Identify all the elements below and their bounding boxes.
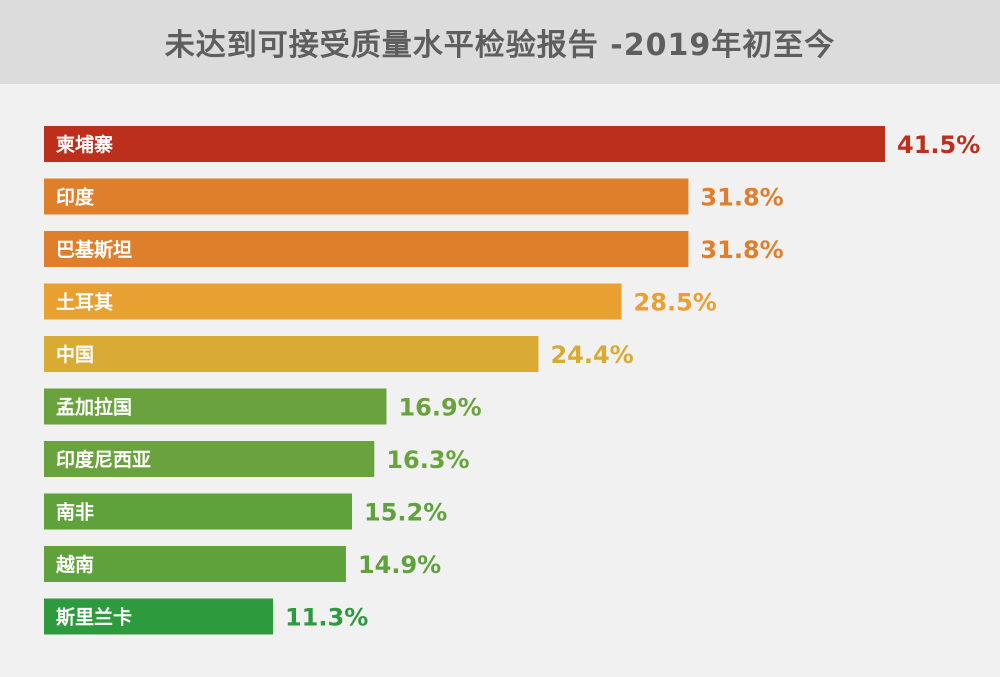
- bar-row: 孟加拉国 16.9%: [44, 388, 482, 425]
- value-label: 14.9%: [358, 551, 441, 579]
- category-label: 柬埔寨: [56, 133, 113, 156]
- value-label: 15.2%: [364, 499, 447, 527]
- value-label: 11.3%: [285, 604, 368, 632]
- bar-row: 巴基斯坦 31.8%: [44, 231, 784, 267]
- chart-title: 未达到可接受质量水平检验报告 -2019年初至今: [164, 28, 836, 63]
- bar: [44, 336, 539, 372]
- bar: [44, 231, 689, 267]
- title-bar: 未达到可接受质量水平检验报告 -2019年初至今: [0, 0, 1000, 84]
- value-label: 41.5%: [897, 131, 980, 159]
- bar-row: 印度 31.8%: [44, 178, 784, 215]
- bar: [44, 283, 622, 320]
- bar: [44, 126, 885, 162]
- value-label: 16.3%: [386, 446, 469, 474]
- bar-row: 印度尼西亚 16.3%: [44, 441, 470, 477]
- bar-row: 越南 14.9%: [44, 546, 441, 582]
- bar-row: 中国 24.4%: [44, 336, 634, 372]
- category-label: 土耳其: [56, 292, 113, 314]
- bar: [44, 178, 689, 215]
- bar-row: 土耳其 28.5%: [44, 283, 717, 320]
- bar: [44, 598, 273, 635]
- category-label: 斯里兰卡: [56, 606, 132, 629]
- value-label: 28.5%: [634, 289, 717, 317]
- category-label: 孟加拉国: [56, 396, 132, 419]
- bar-row: 斯里兰卡 11.3%: [44, 598, 368, 635]
- category-label: 南非: [56, 502, 94, 524]
- bar: [44, 388, 387, 425]
- bar-row: 柬埔寨 41.5%: [44, 126, 980, 162]
- bar: [44, 441, 375, 477]
- category-label: 越南: [55, 553, 94, 576]
- category-label: 印度: [56, 186, 95, 209]
- value-label: 24.4%: [550, 341, 633, 369]
- category-label: 巴基斯坦: [56, 238, 132, 261]
- bar: [44, 546, 346, 582]
- value-label: 16.9%: [398, 394, 481, 422]
- value-label: 31.8%: [700, 236, 783, 264]
- bar-row: 南非 15.2%: [44, 493, 447, 530]
- bar: [44, 493, 353, 530]
- category-label: 印度尼西亚: [56, 448, 151, 471]
- category-label: 中国: [56, 343, 94, 366]
- value-label: 31.8%: [700, 184, 783, 212]
